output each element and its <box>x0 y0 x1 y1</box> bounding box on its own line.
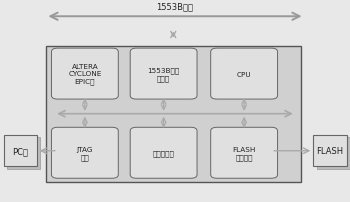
Text: FLASH
控制模块: FLASH 控制模块 <box>232 146 256 160</box>
Bar <box>317 137 350 169</box>
Text: 1553B片接
收发器: 1553B片接 收发器 <box>147 67 180 82</box>
Text: ALTERA
CYCLONE
EPIC系: ALTERA CYCLONE EPIC系 <box>68 63 102 85</box>
FancyBboxPatch shape <box>51 49 118 100</box>
Text: 1553B总线: 1553B总线 <box>156 2 194 11</box>
Text: 片内存储器: 片内存储器 <box>153 150 175 156</box>
FancyBboxPatch shape <box>51 128 118 178</box>
Text: FLASH: FLASH <box>316 146 343 156</box>
FancyBboxPatch shape <box>211 128 278 178</box>
Bar <box>46 46 301 182</box>
FancyBboxPatch shape <box>130 128 197 178</box>
Text: PC机: PC机 <box>12 146 28 156</box>
Bar <box>7 137 40 169</box>
Bar <box>313 135 346 167</box>
Text: CPU: CPU <box>237 71 251 77</box>
FancyBboxPatch shape <box>211 49 278 100</box>
Text: JTAG
接口: JTAG 接口 <box>77 146 93 160</box>
FancyBboxPatch shape <box>130 49 197 100</box>
Bar <box>4 135 37 167</box>
